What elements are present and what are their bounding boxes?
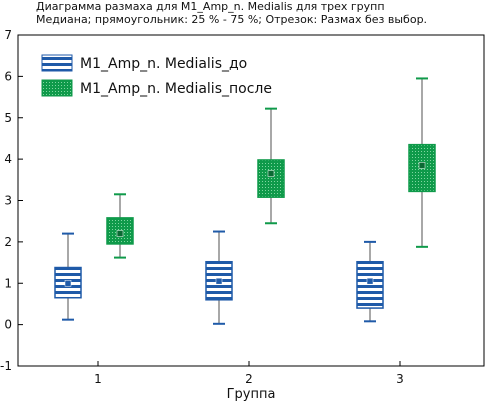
y-tick-label: 0 bbox=[4, 318, 12, 332]
legend-label-до: M1_Amp_n. Medialis_до bbox=[80, 56, 247, 72]
chart-title: Диаграмма размаха для M1_Amp_n. Medialis… bbox=[36, 0, 476, 26]
legend: M1_Amp_n. Medialis_до M1_Amp_n. Medialis… bbox=[41, 54, 272, 97]
box-do-group-3 bbox=[356, 240, 384, 323]
y-tick-label: 4 bbox=[4, 152, 12, 166]
x-axis: 1 2 3 bbox=[94, 361, 404, 386]
boxes bbox=[54, 77, 436, 325]
median-marker bbox=[418, 162, 426, 169]
legend-swatch-после bbox=[41, 79, 73, 97]
box-posle-group-3 bbox=[408, 77, 436, 248]
box-posle-group-2 bbox=[257, 107, 285, 225]
iqr-box bbox=[356, 260, 384, 309]
median-marker bbox=[267, 170, 275, 177]
median-marker bbox=[116, 230, 124, 237]
y-tick-label: 1 bbox=[4, 276, 12, 290]
box-do-group-1 bbox=[54, 232, 82, 321]
y-tick-label: 2 bbox=[4, 235, 12, 249]
y-tick-label: 3 bbox=[4, 194, 12, 208]
x-axis-label: Группа bbox=[227, 387, 276, 401]
median-marker bbox=[366, 277, 374, 285]
median-marker bbox=[215, 277, 223, 285]
y-tick-label: 7 bbox=[4, 28, 12, 42]
chart-title-line1: Диаграмма размаха для M1_Amp_n. Medialis… bbox=[36, 0, 385, 13]
chart-title-line2: Медиана; прямоугольник: 25 % - 75 %; Отр… bbox=[36, 13, 428, 26]
legend-label-после: M1_Amp_n. Medialis_после bbox=[80, 81, 272, 97]
x-tick-label: 3 bbox=[396, 372, 404, 386]
y-tick-label: 6 bbox=[4, 69, 12, 83]
box-posle-group-1 bbox=[106, 193, 134, 259]
y-tick-label: 5 bbox=[4, 111, 12, 125]
y-tick-label: -1 bbox=[0, 359, 12, 373]
x-tick-label: 1 bbox=[94, 372, 102, 386]
iqr-box bbox=[257, 159, 285, 198]
plot-area bbox=[17, 34, 485, 367]
iqr-box bbox=[106, 217, 134, 245]
legend-swatch-до bbox=[41, 54, 73, 72]
box-do-group-2 bbox=[205, 230, 233, 325]
x-tick-label: 2 bbox=[245, 372, 253, 386]
median-marker bbox=[64, 280, 72, 287]
y-axis: -1 0 1 2 3 4 5 6 7 bbox=[0, 28, 23, 373]
